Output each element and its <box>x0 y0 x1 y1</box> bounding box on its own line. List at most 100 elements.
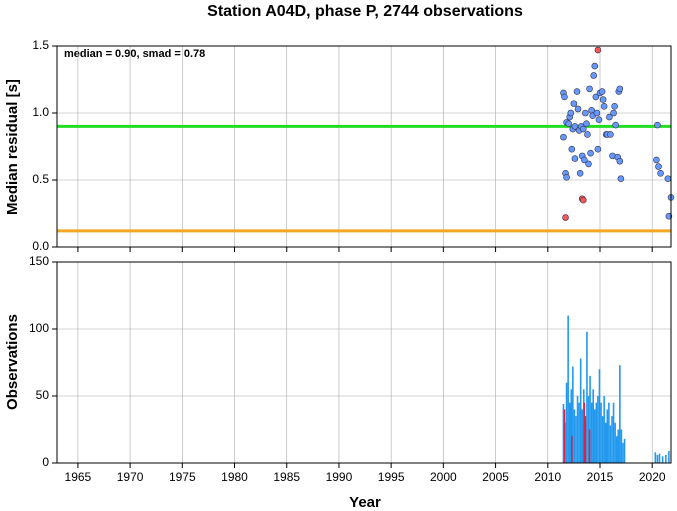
x-tick-label: 2020 <box>639 470 666 484</box>
bar <box>587 396 590 463</box>
data-point <box>570 100 578 107</box>
data-point <box>590 72 598 79</box>
bar <box>600 402 602 463</box>
data-point <box>607 131 614 138</box>
bar <box>656 454 659 463</box>
bar <box>658 453 661 463</box>
x-tick-label: 2005 <box>482 470 509 484</box>
bar <box>603 396 605 463</box>
y-tick-label: 1.5 <box>32 38 49 52</box>
data-point <box>657 170 664 177</box>
data-point <box>665 212 673 220</box>
bar <box>608 402 610 463</box>
data-point <box>565 120 572 128</box>
data-point <box>616 85 624 93</box>
bar <box>579 358 582 463</box>
bar <box>588 429 591 463</box>
bar <box>586 331 588 463</box>
data-point <box>592 93 600 101</box>
bar <box>619 365 621 463</box>
data-point <box>611 103 618 110</box>
data-point <box>568 145 576 153</box>
plot-frame <box>56 45 672 248</box>
x-tick-label: 1995 <box>378 470 405 484</box>
bar <box>593 409 596 463</box>
data-point <box>579 125 587 133</box>
x-tick-label: 2010 <box>534 470 561 484</box>
bar <box>578 402 580 463</box>
x-tick-label: 1970 <box>117 470 144 484</box>
data-point <box>586 85 593 93</box>
data-point <box>654 121 661 129</box>
bar <box>604 422 607 463</box>
data-point <box>582 109 589 117</box>
x-tick-label: 1965 <box>65 470 92 484</box>
plot-frame <box>56 261 672 464</box>
data-point <box>561 93 568 101</box>
data-point <box>594 145 602 153</box>
x-tick-label: 1980 <box>221 470 248 484</box>
data-point <box>599 96 607 103</box>
y-tick-label: 150 <box>29 254 49 268</box>
data-point <box>571 155 579 162</box>
data-point <box>591 62 599 70</box>
bar <box>572 366 574 463</box>
bar <box>570 389 573 463</box>
data-point <box>595 116 603 123</box>
bar <box>623 438 626 463</box>
bar <box>575 416 577 463</box>
bar <box>611 416 613 463</box>
bar <box>620 429 623 463</box>
x-tick-label: 1990 <box>326 470 353 484</box>
bar <box>570 436 573 463</box>
bar <box>583 402 586 463</box>
x-tick-label: 2015 <box>587 470 614 484</box>
bar <box>563 409 566 463</box>
bar <box>584 416 587 463</box>
bar <box>598 369 601 463</box>
bar <box>597 396 599 463</box>
chart-title: Station A04D, phase P, 2744 observations <box>207 3 523 20</box>
bar <box>601 416 604 463</box>
bar <box>661 456 664 463</box>
bar <box>654 452 657 463</box>
y-tick-label: 50 <box>36 388 50 402</box>
bar <box>581 409 584 463</box>
data-point <box>567 109 575 117</box>
data-point <box>598 88 606 95</box>
data-point <box>593 109 601 117</box>
y-tick-label: 0.0 <box>32 239 49 253</box>
data-point <box>573 88 581 95</box>
bar <box>622 442 624 463</box>
bar <box>576 396 579 463</box>
data-point <box>616 157 624 165</box>
data-point <box>610 109 617 117</box>
y-axis-label: Observations <box>4 314 21 410</box>
data-point <box>617 175 625 182</box>
bar <box>590 402 593 463</box>
bar <box>617 429 620 463</box>
bar <box>668 450 670 463</box>
data-point <box>653 156 660 164</box>
bar <box>562 404 565 463</box>
data-point <box>606 113 613 121</box>
data-point <box>612 121 619 129</box>
bar <box>612 402 615 463</box>
data-point <box>560 133 567 141</box>
data-point <box>583 120 590 128</box>
data-point <box>576 170 584 177</box>
data-point <box>574 105 582 113</box>
bar <box>573 409 576 463</box>
y-tick-label: 1.0 <box>32 105 49 119</box>
x-tick-label: 2000 <box>430 470 457 484</box>
data-point <box>587 149 594 157</box>
bar <box>609 425 612 463</box>
data-point <box>579 196 587 204</box>
data-point <box>562 214 569 221</box>
data-point <box>600 103 608 110</box>
bar <box>592 389 595 463</box>
data-point <box>655 163 662 170</box>
y-tick-label: 0 <box>42 455 49 469</box>
y-tick-label: 100 <box>29 321 49 335</box>
